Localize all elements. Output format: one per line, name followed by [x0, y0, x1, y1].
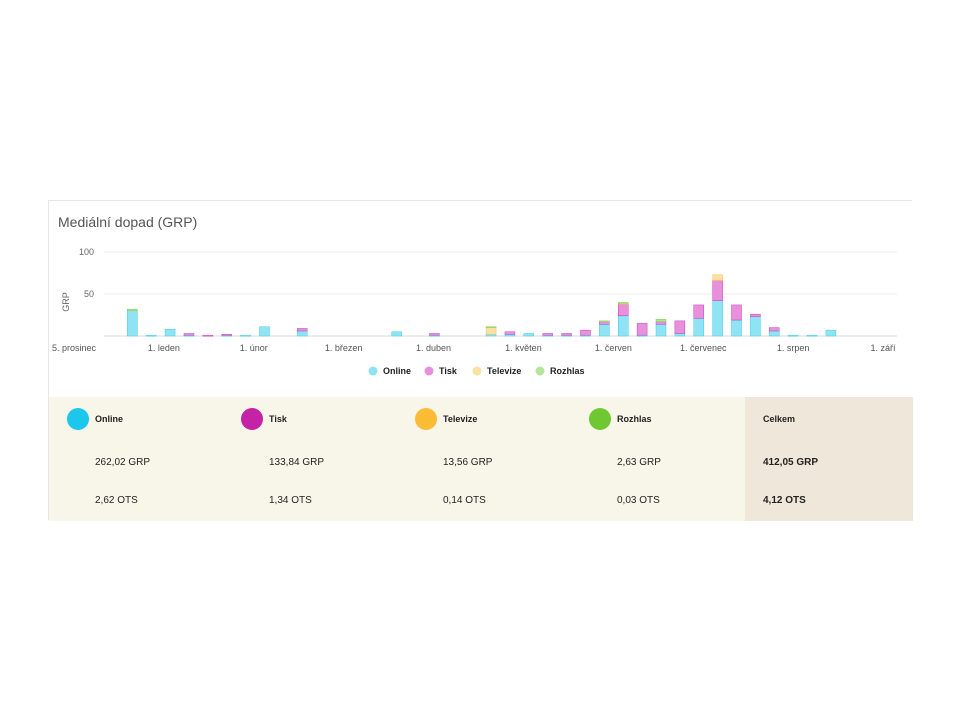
televize-color-dot — [415, 408, 437, 430]
bar-segment — [485, 334, 497, 337]
bar-segment — [655, 321, 667, 325]
x-tick-label: 1. únor — [240, 343, 268, 353]
x-tick-label: 5. prosinec — [52, 343, 97, 353]
bar-segment — [618, 315, 629, 337]
legend-marker — [368, 366, 378, 376]
legend-marker — [472, 366, 482, 376]
legend-marker — [424, 366, 434, 376]
bar-segment — [297, 330, 308, 337]
bar-segment — [391, 331, 402, 337]
summary-rozhlas-ots: 0,03 OTS — [617, 495, 660, 506]
x-tick-label: 1. září — [870, 343, 896, 353]
summary-tisk-ots: 1,34 OTS — [269, 495, 312, 506]
tisk-color-dot — [241, 408, 263, 430]
bar-segment — [485, 327, 497, 335]
bar-segment — [542, 333, 553, 336]
bar-segment — [712, 280, 723, 301]
summary-online-ots: 2,62 OTS — [95, 495, 138, 506]
bar-segment — [221, 334, 232, 336]
bar-segment — [618, 303, 629, 317]
bar-segment — [240, 334, 251, 337]
online-color-dot — [67, 408, 89, 430]
summary-online-label: Online — [95, 414, 124, 424]
x-tick-label: 1. květen — [505, 343, 542, 353]
bar-segment — [504, 331, 516, 335]
x-tick-label: 1. červenec — [680, 343, 727, 353]
bar-segment — [769, 327, 780, 332]
bar-segment — [787, 334, 799, 337]
summary-televize-label: Televize — [443, 414, 478, 424]
summary-tisk-label: Tisk — [269, 414, 287, 424]
bar-segment — [693, 304, 704, 319]
bar-segment — [769, 330, 780, 337]
bar-segment — [504, 334, 516, 337]
bar-segment — [599, 320, 610, 323]
bar-segment — [164, 329, 176, 337]
summary-televize-ots: 0,14 OTS — [443, 495, 486, 506]
bar-segment — [750, 313, 761, 317]
y-tick-label: 50 — [84, 289, 94, 299]
bar-segment — [127, 308, 138, 312]
bar-segment — [674, 320, 686, 334]
bar-segment — [561, 333, 572, 336]
bar-segment — [731, 304, 742, 321]
bar-segment — [485, 326, 497, 328]
bar-segment — [655, 324, 667, 337]
bar-segment — [618, 302, 629, 304]
bar-segment — [750, 316, 761, 337]
summary-rozhlas-label: Rozhlas — [617, 414, 652, 424]
bar-segment — [259, 326, 270, 337]
legend-label: Online — [383, 366, 411, 376]
media-impact-card: Mediální dopad (GRP) 50 100 GRP 5. prosinec… — [48, 200, 913, 521]
summary-rozhlas-grp: 2,63 GRP — [617, 457, 661, 468]
summary-tisk-grp: 133,84 GRP — [269, 457, 325, 468]
y-axis-label: GRP — [61, 292, 71, 312]
legend-marker — [535, 366, 545, 376]
summary-online-grp: 262,02 GRP — [95, 457, 151, 468]
y-tick-label: 100 — [79, 247, 94, 257]
bar-segment — [127, 310, 138, 337]
summary-table: Online 262,02 GRP 2,62 OTS Tisk 133,84 G… — [49, 397, 913, 521]
bar-segment — [693, 318, 704, 337]
legend-label: Rozhlas — [550, 366, 585, 376]
legend-label: Tisk — [439, 366, 458, 376]
bar-segment — [712, 300, 723, 337]
summary-televize-grp: 13,56 GRP — [443, 457, 493, 468]
bar-segment — [674, 333, 686, 337]
bar-segment — [599, 321, 610, 325]
bar-segment — [655, 318, 667, 322]
summary-total-column — [745, 397, 913, 521]
legend-label: Televize — [487, 366, 521, 376]
bar-segment — [636, 323, 648, 336]
bar-segment — [297, 328, 308, 332]
summary-total-ots: 4,12 OTS — [763, 495, 806, 506]
x-tick-label: 1. srpen — [777, 343, 810, 353]
rozhlas-color-dot — [589, 408, 611, 430]
chart-title: Mediální dopad (GRP) — [58, 214, 198, 230]
bar-segment — [429, 333, 440, 336]
summary-total-label: Celkem — [763, 414, 796, 424]
bar-segment — [731, 319, 742, 337]
bar-segment — [712, 274, 723, 281]
bar-segment — [825, 329, 837, 337]
x-tick-label: 1. leden — [148, 343, 180, 353]
media-impact-chart: 50 100 GRP 5. prosinec 1. leden 1. únor 1. bře… — [52, 247, 897, 376]
summary-total-grp: 412,05 GRP — [763, 457, 819, 468]
bar-segment — [202, 334, 214, 337]
x-tick-label: 1. duben — [416, 343, 451, 353]
bar-segment — [523, 333, 535, 337]
bar-segment — [580, 329, 591, 336]
x-tick-label: 1. červen — [595, 343, 632, 353]
bar-segment — [599, 324, 610, 337]
x-tick-label: 1. březen — [325, 343, 363, 353]
bar-segment — [806, 334, 818, 337]
bar-segment — [183, 333, 195, 336]
bar-segment — [146, 334, 157, 337]
